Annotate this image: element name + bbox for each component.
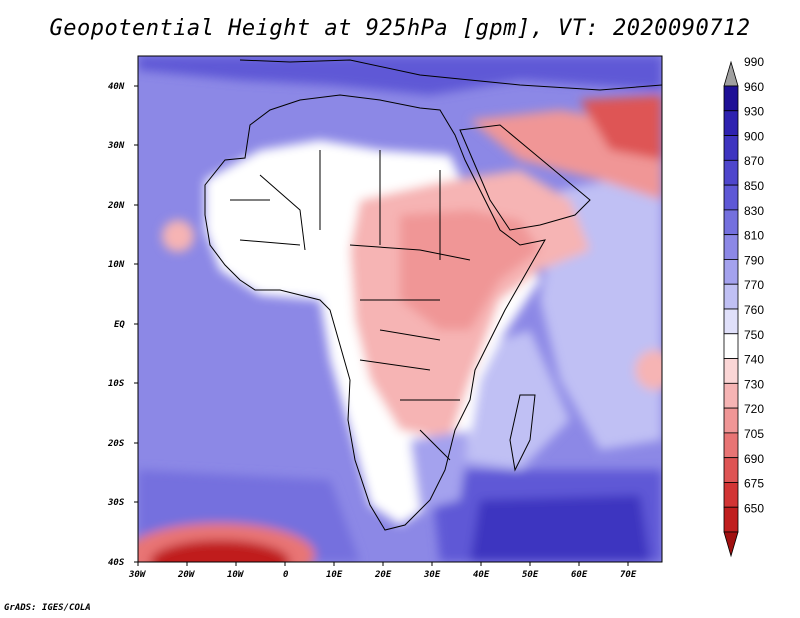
tick-marks bbox=[134, 85, 629, 566]
field-north-low bbox=[138, 56, 662, 95]
colorbar-label: 930 bbox=[744, 105, 764, 119]
colorbar-swatch bbox=[723, 85, 739, 112]
colorbar-swatch bbox=[723, 234, 739, 260]
colorbar-label: 730 bbox=[744, 377, 764, 391]
lon-axis-labels: 30W 20W 10W 0 10E 20E 30E 40E 50E 60E 70… bbox=[128, 570, 637, 580]
colorbar-swatch bbox=[723, 506, 739, 533]
colorbar-swatch bbox=[723, 135, 739, 161]
lat-tick: 10N bbox=[108, 260, 125, 270]
colorbar-label: 750 bbox=[744, 328, 764, 342]
lon-tick: 10W bbox=[227, 570, 245, 580]
colorbar-swatch bbox=[723, 333, 739, 359]
colorbar-swatch bbox=[723, 407, 739, 434]
colorbar-label: 740 bbox=[744, 353, 764, 367]
lon-tick: 60E bbox=[571, 570, 588, 580]
colorbar-label: 690 bbox=[744, 452, 764, 466]
lat-tick: 30N bbox=[107, 141, 125, 151]
lat-tick: 10S bbox=[108, 379, 125, 389]
lon-tick: 70E bbox=[620, 570, 637, 580]
lon-tick: 40E bbox=[473, 570, 490, 580]
map-frame bbox=[137, 55, 663, 563]
colorbar-swatch bbox=[723, 259, 739, 285]
lon-tick: 20E bbox=[374, 570, 392, 580]
colorbar-label: 810 bbox=[744, 229, 764, 243]
colorbar-label: 900 bbox=[744, 129, 764, 143]
colorbar: 990 960 930 900 870 850 830 810 790 770 760 750 740 7… bbox=[723, 55, 764, 558]
lat-tick: 20S bbox=[107, 439, 125, 449]
lon-tick: 50E bbox=[522, 570, 539, 580]
colorbar-swatch bbox=[723, 432, 739, 459]
colorbar-label: 705 bbox=[744, 427, 764, 441]
colorbar-swatch bbox=[723, 482, 739, 508]
height-field bbox=[138, 56, 662, 562]
colorbar-label: 830 bbox=[744, 204, 764, 218]
lat-tick: 20N bbox=[107, 201, 125, 211]
lon-tick: 30W bbox=[128, 570, 147, 580]
lat-tick: 40N bbox=[108, 82, 125, 92]
colorbar-label: 990 bbox=[744, 55, 764, 69]
lon-tick: 10E bbox=[326, 570, 343, 580]
colorbar-swatch bbox=[723, 382, 739, 409]
colorbar-label: 770 bbox=[744, 278, 764, 292]
colorbar-label: 960 bbox=[744, 80, 764, 94]
colorbar-swatch bbox=[723, 308, 739, 335]
colorbar-swatch bbox=[723, 209, 739, 236]
colorbar-label: 870 bbox=[744, 154, 764, 168]
colorbar-swatch bbox=[723, 283, 739, 310]
colorbar-top-arrow bbox=[723, 60, 739, 87]
lon-tick: 20W bbox=[177, 570, 196, 580]
coastlines bbox=[204, 59, 662, 531]
lat-tick: 40S bbox=[108, 558, 125, 568]
madagascar-coast bbox=[509, 394, 536, 472]
colorbar-label: 720 bbox=[744, 402, 764, 416]
colorbar-label: 650 bbox=[744, 501, 764, 515]
colorbar-swatch bbox=[723, 457, 739, 483]
colorbar-label: 790 bbox=[744, 253, 764, 267]
colorbar-swatch bbox=[723, 358, 739, 384]
grads-credit: GrADS: IGES/COLA bbox=[4, 603, 91, 613]
colorbar-label: 760 bbox=[744, 303, 764, 317]
colorbar-swatch bbox=[723, 159, 739, 186]
lon-tick: 0 bbox=[283, 570, 289, 580]
colorbar-label: 675 bbox=[744, 477, 764, 491]
lat-tick: EQ bbox=[114, 320, 125, 330]
arabia-coast bbox=[459, 124, 591, 231]
colorbar-label: 850 bbox=[744, 179, 764, 193]
colorbar-swatch bbox=[723, 184, 739, 211]
field-cape-verde-high bbox=[162, 220, 194, 252]
lon-tick: 30E bbox=[423, 570, 441, 580]
colorbar-bottom-arrow bbox=[723, 531, 739, 558]
lat-axis-labels: 40N 30N 20N 10N EQ 10S 20S 30S 40S bbox=[107, 82, 125, 568]
lat-tick: 30S bbox=[107, 498, 125, 508]
africa-coast bbox=[204, 94, 546, 531]
colorbar-swatch bbox=[723, 110, 739, 136]
chart-title: Geopotential Height at 925hPa [gpm], VT:… bbox=[49, 16, 751, 41]
